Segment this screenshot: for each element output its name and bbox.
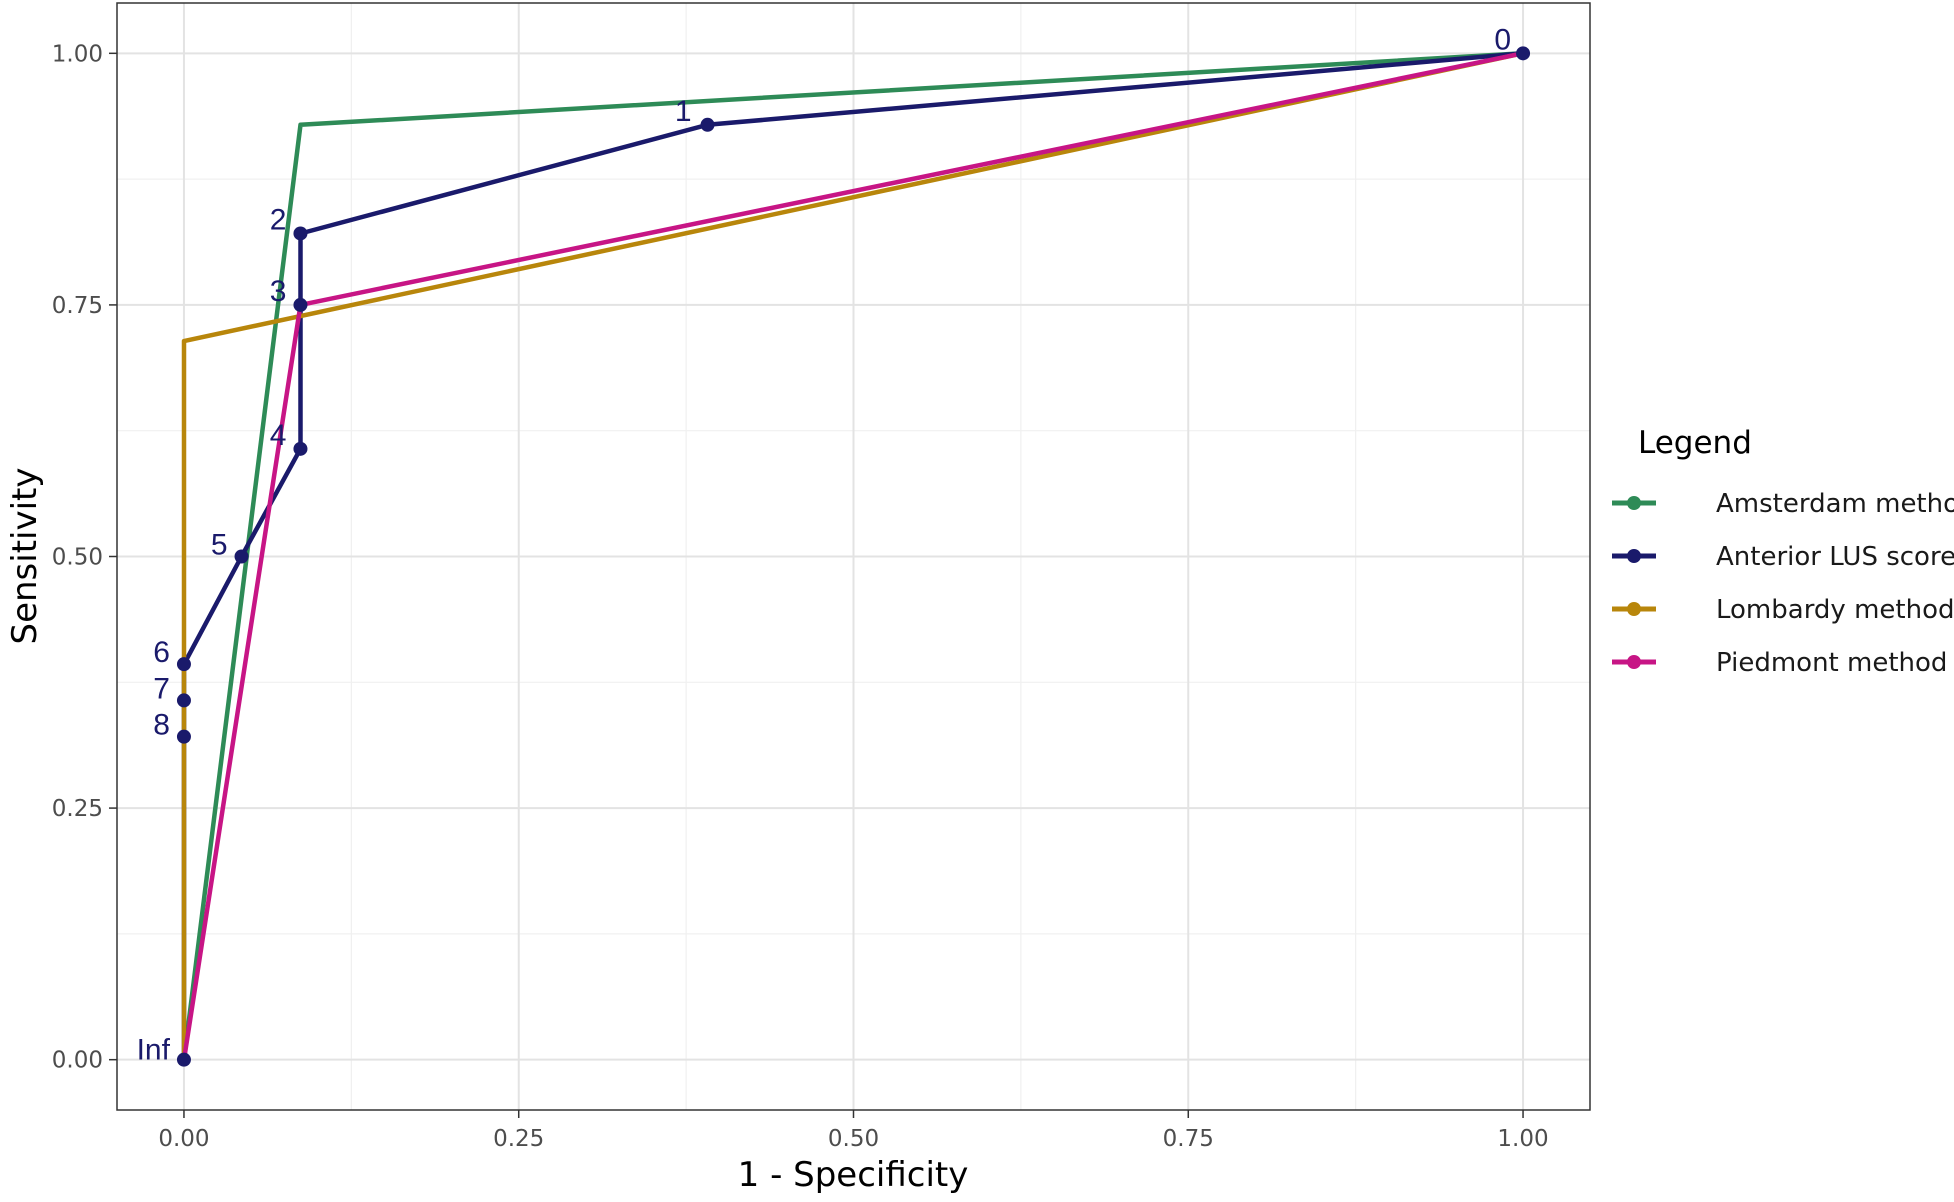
threshold-label: 0 (1494, 23, 1511, 56)
threshold-labels: Inf 8 76 5 4 3 2 1 0 (137, 23, 1511, 1066)
threshold-label: 4 (270, 419, 287, 452)
threshold-label: 7 (153, 672, 170, 705)
legend-label: Amsterdam method (1716, 489, 1954, 519)
series-line-amsterdam-method (181, 51, 1524, 1060)
legend-title: Legend (1638, 425, 1752, 461)
legend-label: Anterior LUS score (1716, 542, 1954, 572)
threshold-label: 6 (153, 636, 170, 669)
x-tick-label: 0.00 (158, 1126, 209, 1152)
threshold-label: 5 (211, 529, 228, 562)
data-point (234, 549, 249, 564)
legend-key-point (1627, 496, 1641, 510)
data-point (293, 441, 308, 456)
data-point (176, 729, 191, 744)
y-tick-label: 0.75 (52, 293, 103, 319)
x-axis-title: 1 - Specificity (738, 1155, 969, 1195)
data-point (176, 657, 191, 672)
legend-key-point (1627, 602, 1641, 616)
threshold-label: 1 (675, 95, 692, 128)
x-tick-label: 0.50 (828, 1126, 879, 1152)
x-tick-label: 0.75 (1163, 1126, 1214, 1152)
threshold-label: 2 (270, 203, 287, 236)
threshold-label: Inf (137, 1034, 171, 1067)
y-tick-label: 0.00 (52, 1048, 103, 1074)
legend: Legend Amsterdam method Anterior LUS scor… (1612, 425, 1954, 678)
legend-label: Piedmont method (1716, 648, 1947, 678)
data-point (176, 1052, 191, 1067)
data-point (293, 226, 308, 241)
legend-key-point (1627, 549, 1641, 563)
data-point (1516, 46, 1531, 61)
panel-border (116, 2, 1591, 1111)
threshold-label: 8 (153, 709, 170, 742)
threshold-label: 3 (270, 275, 287, 308)
series-points (176, 46, 1531, 1067)
x-tick-label: 0.25 (493, 1126, 544, 1152)
data-point (176, 693, 191, 708)
x-tick-label: 1.00 (1497, 1126, 1548, 1152)
data-point (700, 117, 715, 132)
grid (117, 3, 1590, 1110)
y-tick-label: 0.50 (52, 545, 103, 571)
y-tick-label: 1.00 (52, 41, 103, 67)
axis-ticks: 0.00 0.25 0.50 0.75 1.00 0.00 0.25 0.50 0.75 1.00 (52, 41, 1549, 1152)
series-line-lombardy-method (181, 51, 1524, 1060)
legend-label: Lombardy method (1716, 595, 1954, 625)
data-point (293, 297, 308, 312)
legend-key-point (1627, 655, 1641, 669)
y-axis-title: Sensitivity (5, 467, 45, 644)
y-tick-label: 0.25 (52, 796, 103, 822)
